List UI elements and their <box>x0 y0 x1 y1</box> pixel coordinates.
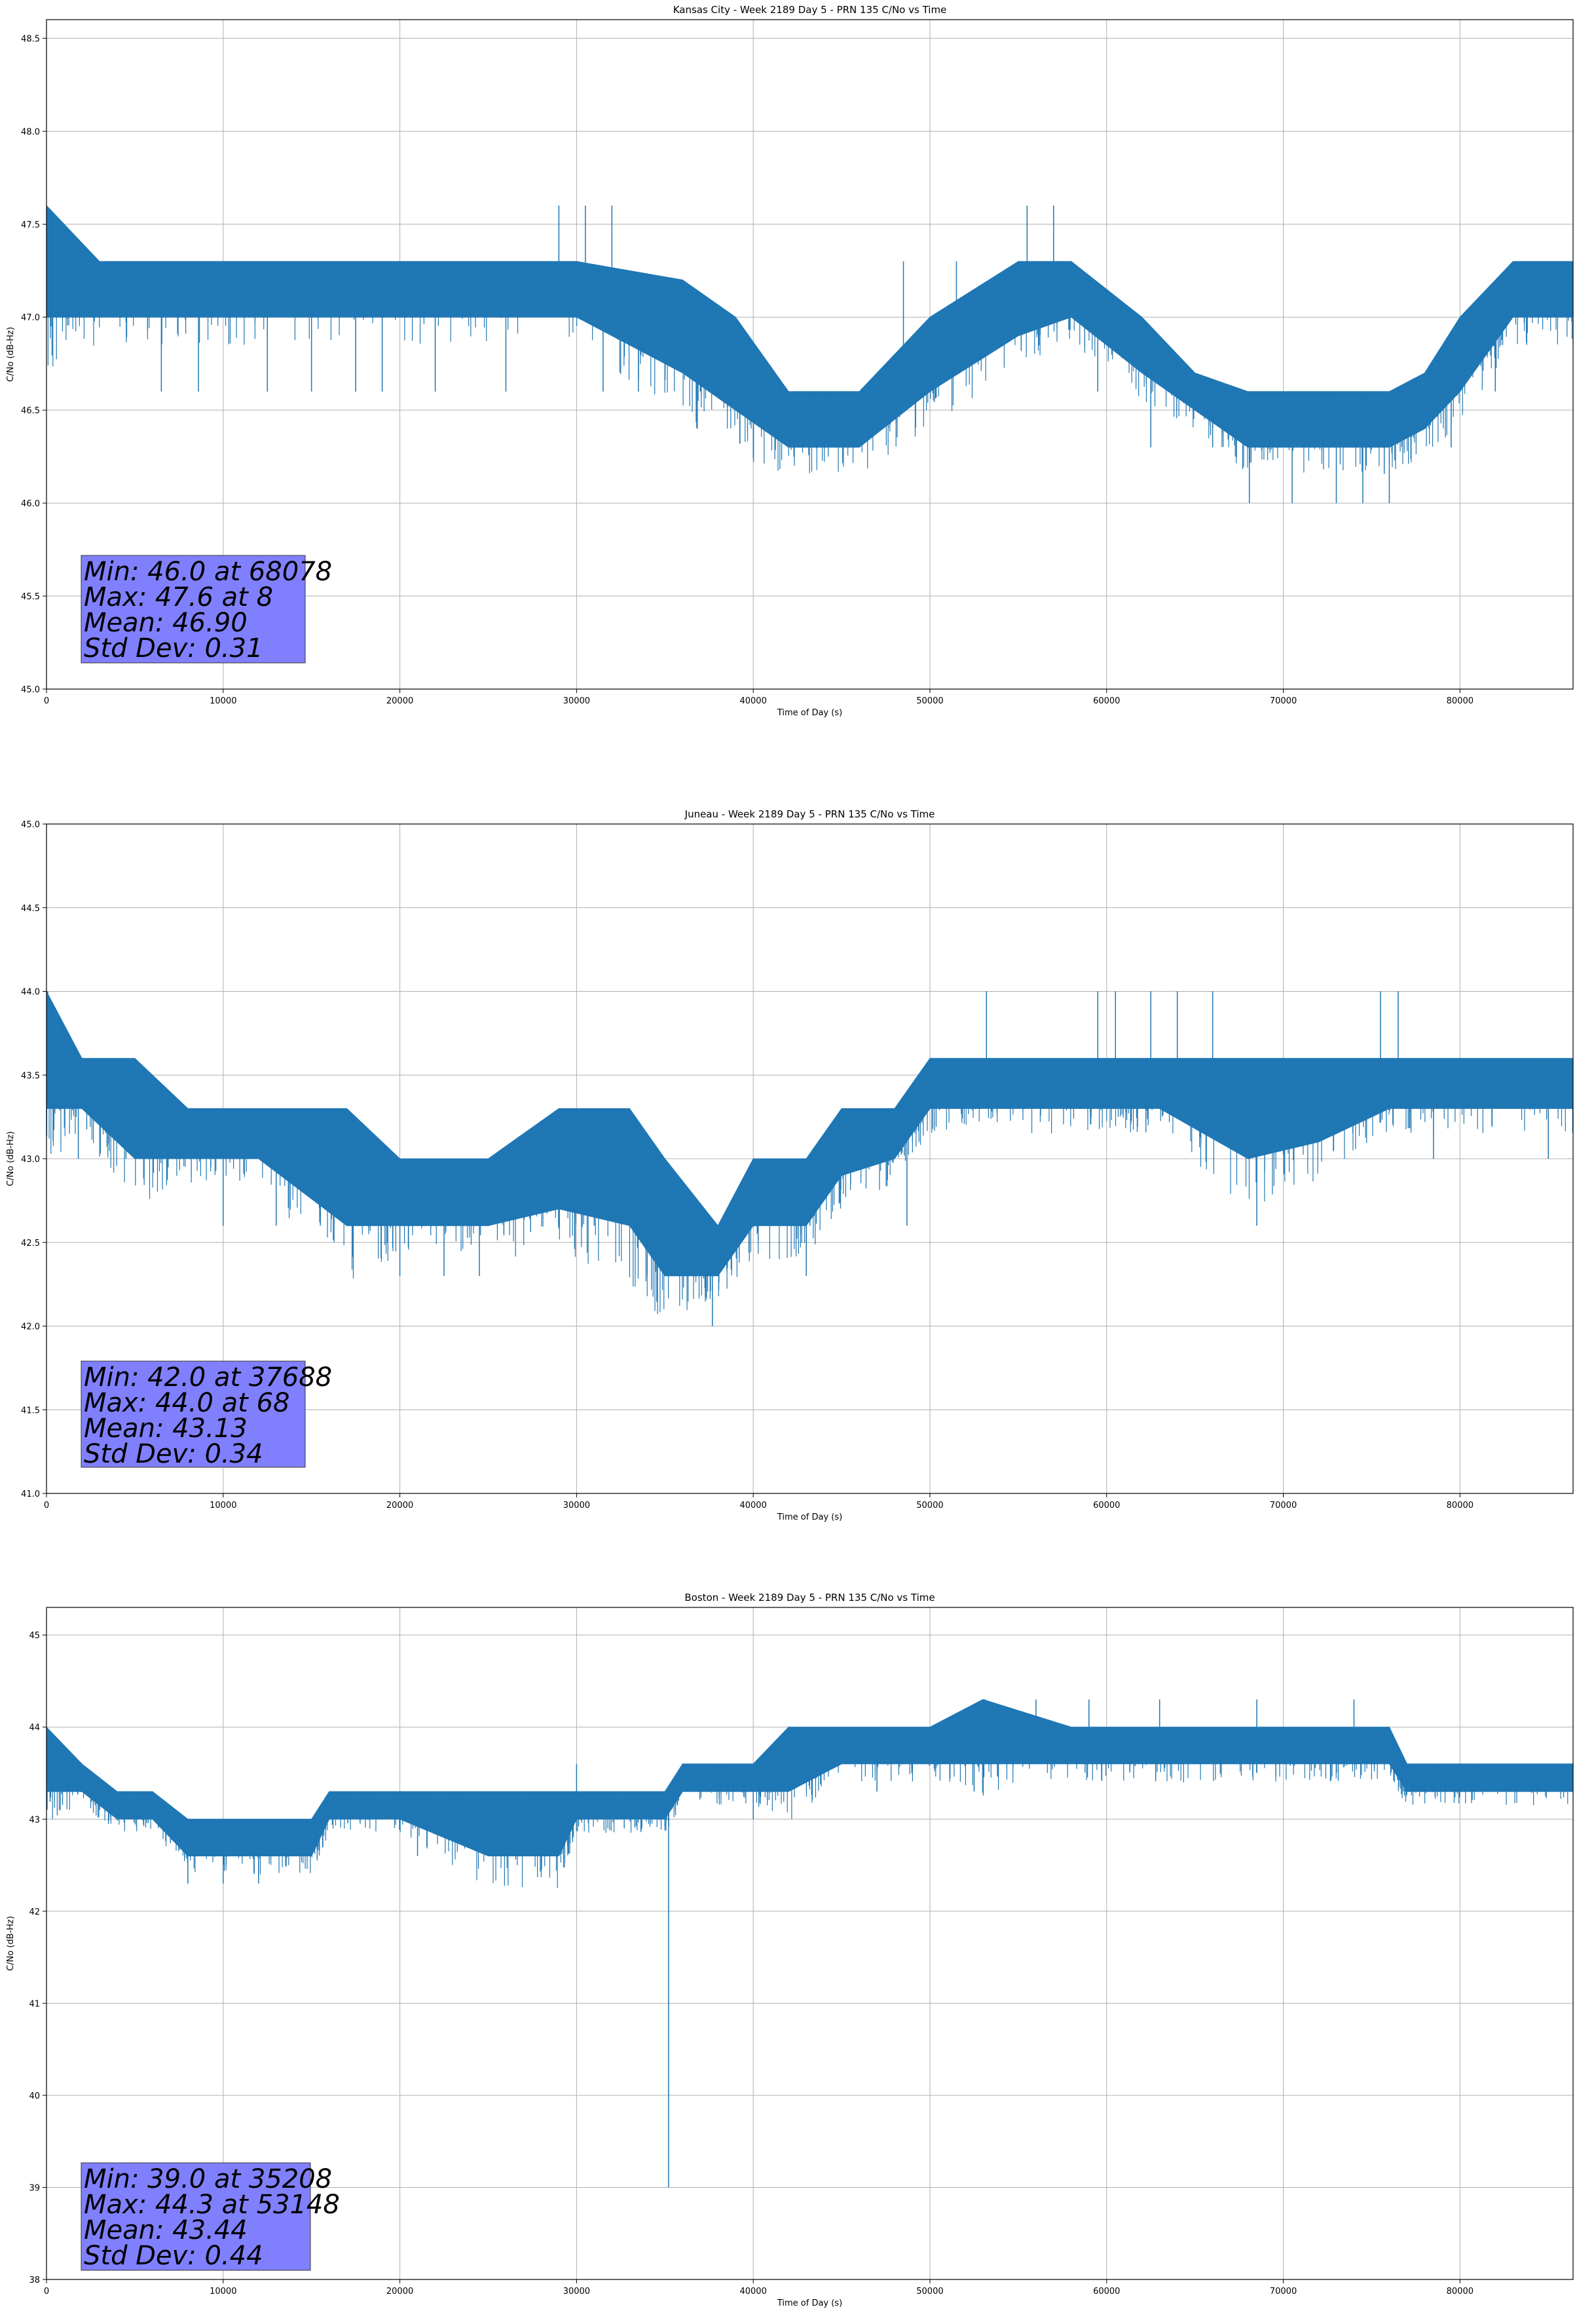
data-outliers <box>47 991 1549 1326</box>
stats-line: Min: 42.0 at 37688 <box>84 1362 332 1393</box>
x-tick-label: 70000 <box>1270 2287 1297 2296</box>
x-tick-label: 80000 <box>1447 1501 1474 1510</box>
data-series-texture <box>46 1699 1568 1888</box>
x-tick-label: 30000 <box>563 2287 590 2296</box>
y-tick-label: 42 <box>29 1907 40 1917</box>
x-axis-label: Time of Day (s) <box>777 708 842 718</box>
y-tick-label: 45.5 <box>21 592 40 602</box>
stats-line: Max: 47.6 at 8 <box>84 582 273 612</box>
x-tick-label: 60000 <box>1093 696 1120 706</box>
x-tick-label: 10000 <box>210 2287 236 2296</box>
y-axis-label: C/No (dB-Hz) <box>6 1916 16 1971</box>
plot-frame <box>46 19 1574 690</box>
y-axis-label: C/No (dB-Hz) <box>6 327 16 382</box>
x-tick-label: 30000 <box>563 696 590 706</box>
stats-box <box>81 2162 311 2271</box>
chart-boston: 0 10000 20000 30000 40000 50000 60000 70000 8000… <box>6 1592 1574 2308</box>
chart-title: Boston - Week 2189 Day 5 - PRN 135 C/No … <box>684 1592 935 1603</box>
x-tick-label: 30000 <box>563 1501 590 1510</box>
stats-line: Mean: 46.90 <box>84 608 248 638</box>
x-tick-label: 40000 <box>739 2287 766 2296</box>
stats-line: Std Dev: 0.31 <box>84 633 263 664</box>
y-tick-label: 44 <box>29 1723 40 1733</box>
stats-line: Min: 46.0 at 68078 <box>84 557 332 587</box>
x-tick-label: 50000 <box>916 2287 943 2296</box>
y-tick-label: 46.0 <box>21 499 40 509</box>
x-tick-label: 20000 <box>386 2287 413 2296</box>
x-tick-label: 10000 <box>210 1501 236 1510</box>
y-tick-label: 43.0 <box>21 1155 40 1165</box>
stats-box <box>81 555 306 664</box>
plot-frame <box>46 1607 1574 2280</box>
x-tick-label: 40000 <box>739 1501 766 1510</box>
chart-title: Kansas City - Week 2189 Day 5 - PRN 135 … <box>673 4 947 16</box>
stats-line: Min: 39.0 at 35208 <box>84 2164 332 2194</box>
y-tick-label: 47.5 <box>21 220 40 230</box>
x-tick-label: 80000 <box>1447 2287 1474 2296</box>
x-tick-label: 50000 <box>916 696 943 706</box>
y-tick-label: 45 <box>29 1631 40 1641</box>
y-axis-label: C/No (dB-Hz) <box>6 1131 16 1186</box>
x-tick-label: 70000 <box>1270 1501 1297 1510</box>
stats-line: Std Dev: 0.34 <box>84 1439 263 1469</box>
stats-line: Mean: 43.44 <box>84 2215 248 2245</box>
stats-line: Mean: 43.13 <box>84 1414 248 1444</box>
x-tick-label: 70000 <box>1270 696 1297 706</box>
data-outliers <box>46 205 1496 504</box>
x-tick-label: 0 <box>44 1501 49 1510</box>
y-tick-label: 38 <box>29 2276 40 2285</box>
x-tick-label: 0 <box>44 2287 49 2296</box>
x-axis-label: Time of Day (s) <box>777 1512 842 1522</box>
data-outliers <box>187 1699 1479 2188</box>
stats-box <box>81 1360 306 1468</box>
y-tick-label: 42.5 <box>21 1239 40 1248</box>
x-tick-label: 60000 <box>1093 2287 1120 2296</box>
x-tick-label: 40000 <box>739 696 766 706</box>
y-tick-label: 41.0 <box>21 1490 40 1499</box>
y-tick-label: 44.5 <box>21 904 40 914</box>
y-tick-label: 48.5 <box>21 34 40 44</box>
chart-title: Juneau - Week 2189 Day 5 - PRN 135 C/No … <box>684 808 935 820</box>
x-axis-label: Time of Day (s) <box>777 2298 842 2308</box>
y-tick-label: 47.0 <box>21 313 40 323</box>
y-tick-label: 43 <box>29 1815 40 1825</box>
y-tick-label: 41.5 <box>21 1406 40 1415</box>
x-tick-label: 20000 <box>386 1501 413 1510</box>
x-tick-label: 50000 <box>916 1501 943 1510</box>
chart-kansas-city: 0 10000 20000 30000 40000 50000 60000 70000 8000… <box>6 4 1574 718</box>
y-tick-label: 40 <box>29 2091 40 2101</box>
stats-line: Max: 44.3 at 53148 <box>84 2190 340 2220</box>
y-tick-label: 46.5 <box>21 406 40 416</box>
y-tick-label: 45.0 <box>21 820 40 830</box>
y-tick-label: 43.5 <box>21 1071 40 1081</box>
x-tick-label: 0 <box>44 696 49 706</box>
x-tick-label: 80000 <box>1447 696 1474 706</box>
x-tick-label: 60000 <box>1093 1501 1120 1510</box>
y-tick-label: 45.0 <box>21 685 40 695</box>
y-tick-label: 42.0 <box>21 1322 40 1332</box>
x-tick-label: 20000 <box>386 696 413 706</box>
y-tick-label: 41 <box>29 1999 40 2009</box>
data-series-texture <box>47 207 1573 474</box>
y-tick-label: 48.0 <box>21 127 40 137</box>
data-series-texture <box>46 992 1573 1315</box>
chart-juneau: 0 10000 20000 30000 40000 50000 60000 70000 8000… <box>6 808 1574 1522</box>
y-tick-label: 44.0 <box>21 988 40 998</box>
y-tick-label: 39 <box>29 2183 40 2193</box>
x-tick-label: 10000 <box>210 696 236 706</box>
stats-line: Max: 44.0 at 68 <box>84 1388 289 1418</box>
stats-line: Std Dev: 0.44 <box>84 2241 263 2271</box>
